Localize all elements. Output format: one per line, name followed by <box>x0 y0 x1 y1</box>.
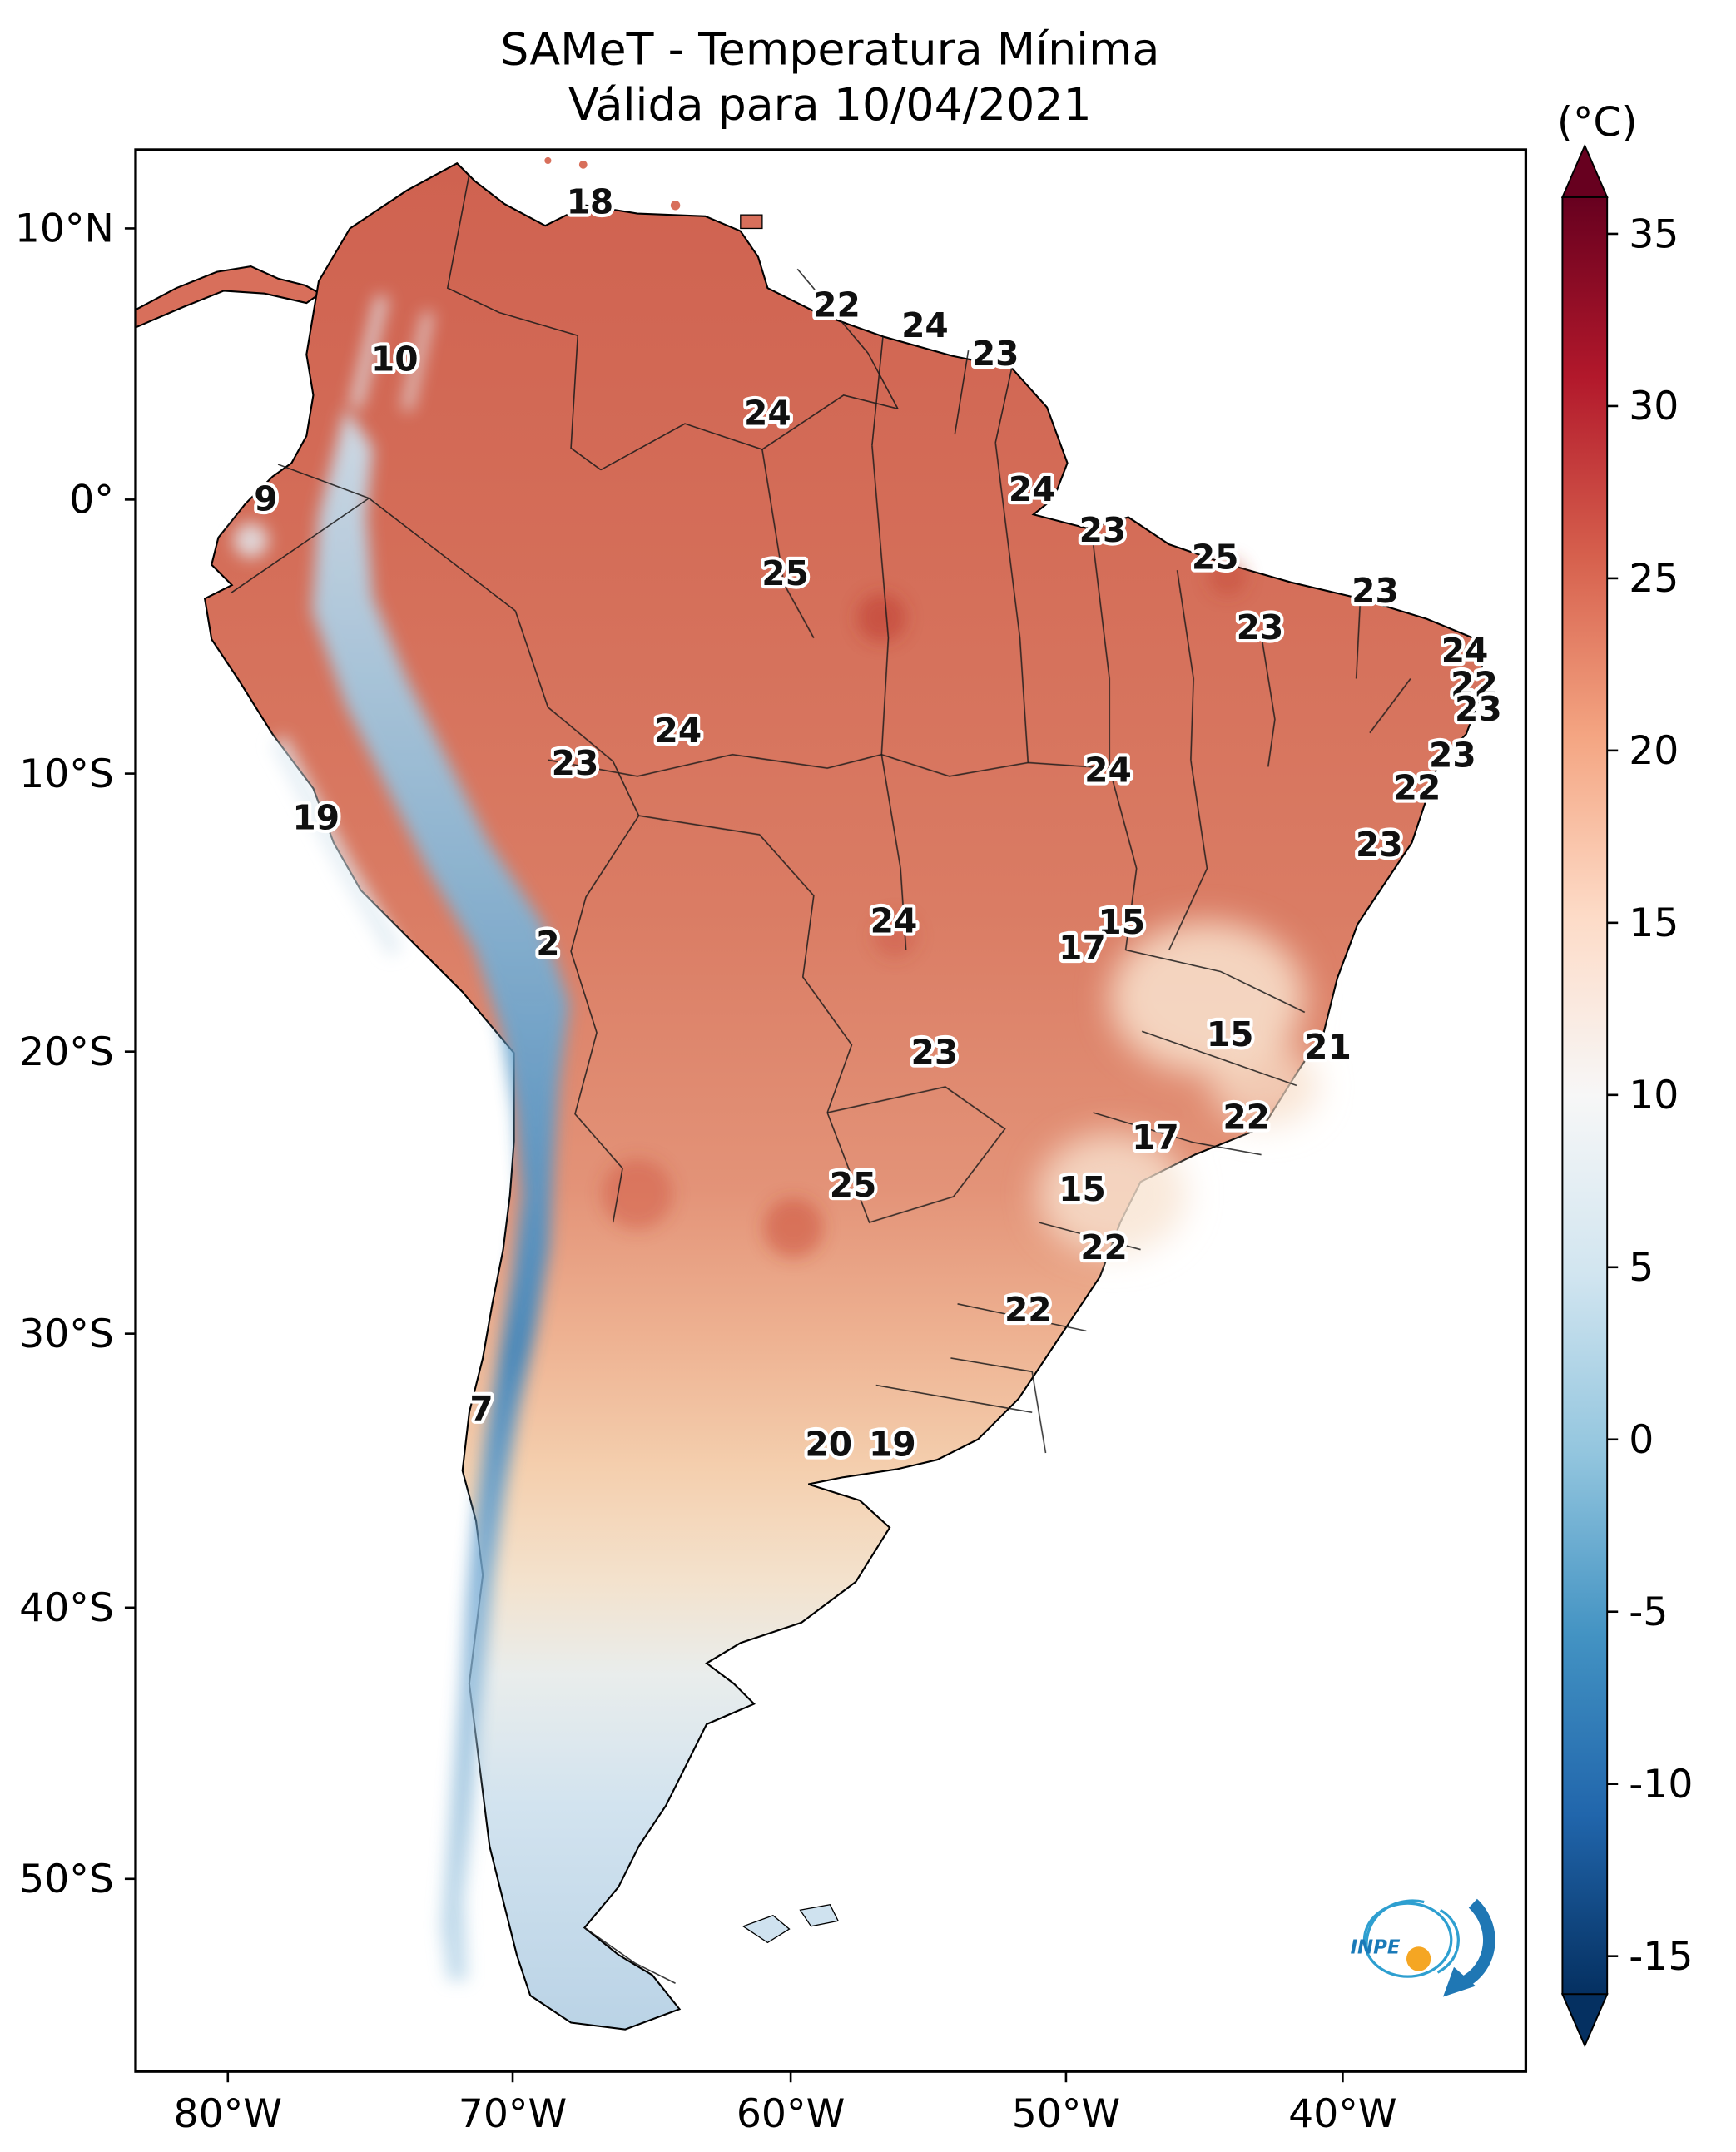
colorbar-tick-label: 10 <box>1629 1073 1679 1118</box>
colorbar-tick-label: -10 <box>1629 1762 1693 1807</box>
andes-cold-band <box>311 407 570 1981</box>
temperature-label: 23 <box>1237 607 1284 647</box>
temperature-label: 19 <box>869 1424 916 1464</box>
map-title-line1: SAMeT - Temperatura Mínima <box>500 22 1159 75</box>
temperature-label: 23 <box>1429 735 1476 775</box>
temperature-label: 10 <box>371 340 419 379</box>
temperature-label: 23 <box>972 334 1019 374</box>
temperature-label: 17 <box>1132 1118 1179 1158</box>
lon-tick-label: 80°W <box>174 2091 282 2137</box>
colorbar-tick-label: 5 <box>1629 1245 1654 1291</box>
lon-tick-label: 50°W <box>1012 2091 1120 2137</box>
temperature-label: 23 <box>1079 510 1127 550</box>
logo-text: INPE <box>1351 1936 1401 1958</box>
cool-patches <box>1037 921 1319 1256</box>
south-america-land <box>203 161 1488 2031</box>
logo-arrow-icon <box>1459 1898 1495 1989</box>
colorbar-tick-label: 30 <box>1629 384 1679 429</box>
temperature-label: 22 <box>1451 665 1498 705</box>
temperature-label: 19 <box>292 797 340 837</box>
longitude-axis: 80°W 70°W 60°W 50°W 40°W <box>174 2071 1397 2137</box>
temperature-label: 7 <box>469 1389 493 1429</box>
lat-tick-label: 10°S <box>19 751 114 797</box>
central-america-land <box>135 265 322 329</box>
hot-spots <box>602 558 1247 1258</box>
lat-tick-label: 10°N <box>15 206 114 252</box>
temperature-label: 23 <box>911 1032 959 1072</box>
colorbar-tick-label: 15 <box>1629 900 1679 946</box>
temperature-label: 23 <box>1352 571 1399 611</box>
temperature-label: 22 <box>1004 1290 1052 1330</box>
temperature-label: 15 <box>1207 1014 1254 1054</box>
temperature-label: 23 <box>552 743 599 783</box>
logo-swirl2-icon <box>1436 1908 1460 1974</box>
cool-streaks <box>233 295 434 957</box>
map-area <box>135 156 1488 2031</box>
temperature-label: 24 <box>655 711 702 751</box>
lat-tick-label: 30°S <box>19 1312 114 1357</box>
colorbar-tick-label: 35 <box>1629 211 1679 257</box>
colorbar: 35 30 25 20 15 10 5 0 -5 -10 -15 <box>1560 143 1693 2048</box>
latitude-axis: 10°N 0° 10°S 20°S 30°S 40°S 50°S <box>15 206 136 1902</box>
temperature-label: 25 <box>761 553 809 593</box>
temperature-label: 25 <box>830 1165 877 1205</box>
islands <box>544 156 840 1944</box>
country-borders <box>230 174 1411 1984</box>
temperature-label: 22 <box>1394 768 1441 808</box>
colorbar-extend-top <box>1560 143 1609 198</box>
lon-tick-label: 40°W <box>1288 2091 1396 2137</box>
logo-orbit-icon <box>1362 1902 1453 1978</box>
logo-swirl-icon <box>1365 1899 1425 1954</box>
plot-border <box>134 148 1528 2073</box>
temperature-label: 9 <box>254 478 277 518</box>
lat-tick-label: 50°S <box>19 1857 114 1902</box>
logo-arrowhead-icon <box>1442 1966 1476 1997</box>
colorbar-tick-label: 20 <box>1629 728 1679 774</box>
colorbar-tick-label: -5 <box>1629 1589 1668 1635</box>
logo-orange-dot-icon <box>1406 1946 1431 1971</box>
temperature-label: 15 <box>1098 902 1145 942</box>
inpe-logo: INPE <box>1351 1898 1495 1997</box>
colorbar-extend-bottom <box>1560 1993 1609 2048</box>
temperature-label: 21 <box>1304 1027 1352 1067</box>
colorbar-tick-label: -15 <box>1629 1934 1693 1980</box>
temperature-label: 24 <box>870 900 918 940</box>
temperature-label: 23 <box>1455 689 1502 729</box>
temperature-label: 20 <box>805 1424 852 1464</box>
temperature-label: 18 <box>567 182 614 222</box>
colorbar-bar <box>1561 196 1609 1996</box>
temperature-label: 25 <box>1192 537 1239 577</box>
temperature-label: 23 <box>1356 825 1403 865</box>
lon-tick-label: 60°W <box>737 2091 845 2137</box>
lat-tick-label: 20°S <box>19 1029 114 1075</box>
temperature-label: 22 <box>1223 1098 1270 1138</box>
temperature-label: 24 <box>901 305 949 345</box>
lon-tick-label: 70°W <box>459 2091 567 2137</box>
temperature-label: 15 <box>1059 1169 1106 1209</box>
colorbar-unit-label: (°C) <box>1557 99 1638 146</box>
temperature-label: 24 <box>1084 750 1132 790</box>
lat-tick-label: 40°S <box>19 1585 114 1631</box>
map-title-line2: Válida para 10/04/2021 <box>568 78 1092 131</box>
temperature-label: 22 <box>1080 1227 1128 1267</box>
temperature-label: 24 <box>744 394 791 434</box>
colorbar-tick-label: 25 <box>1629 556 1679 602</box>
temperature-label: 22 <box>813 285 861 325</box>
temperature-label: 17 <box>1059 928 1106 968</box>
lat-tick-label: 0° <box>69 478 114 523</box>
temperature-label: 24 <box>1009 469 1056 509</box>
colorbar-ticks: 35 30 25 20 15 10 5 0 -5 -10 -15 <box>1607 211 1693 1980</box>
colorbar-tick-label: 0 <box>1629 1417 1654 1463</box>
temperature-label: 2 <box>536 924 559 964</box>
temperature-label: 24 <box>1441 631 1489 671</box>
